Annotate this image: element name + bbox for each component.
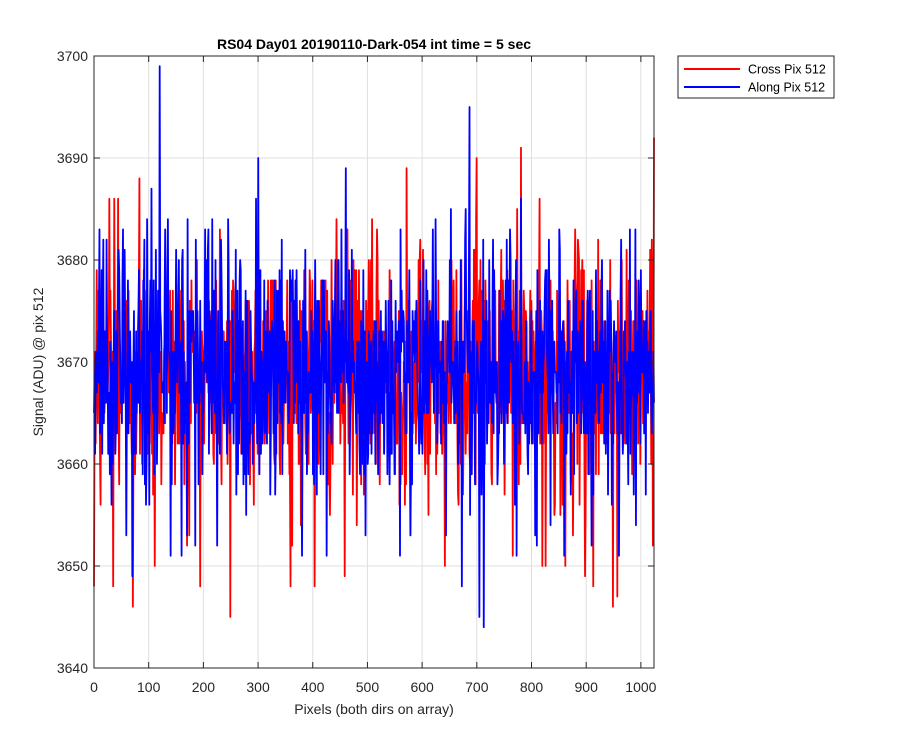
x-tick-label: 600 <box>410 679 434 695</box>
x-tick-label: 900 <box>575 679 599 695</box>
legend-box <box>677 55 835 99</box>
y-tick-label: 3640 <box>57 660 88 676</box>
legend-label-cross: Cross Pix 512 <box>748 63 826 77</box>
x-tick-label: 1000 <box>625 679 656 695</box>
y-tick-label: 3690 <box>57 150 88 166</box>
x-tick-label: 800 <box>520 679 544 695</box>
ticks <box>93 55 654 669</box>
x-tick-label: 500 <box>356 679 380 695</box>
x-axis-label: Pixels (both dirs on array) <box>294 701 454 717</box>
y-tick-label: 3660 <box>57 456 88 472</box>
x-tick-label: 0 <box>90 679 98 695</box>
y-tick-label: 3670 <box>57 354 88 370</box>
x-tick-label: 400 <box>301 679 325 695</box>
x-tick-label: 700 <box>465 679 489 695</box>
legend-label-along: Along Pix 512 <box>748 81 825 95</box>
legend: Cross Pix 512 Along Pix 512 <box>677 55 835 99</box>
x-tick-label: 200 <box>192 679 216 695</box>
x-tick-label: 300 <box>246 679 270 695</box>
y-tick-label: 3650 <box>57 558 88 574</box>
series-layer <box>93 65 655 629</box>
tick-labels: 0 100 200 300 400 500 600 700 800 900 1000 3640 3650… <box>57 48 657 695</box>
series-line-along <box>93 65 655 629</box>
x-tick-label: 100 <box>137 679 161 695</box>
y-axis-label: Signal (ADU) @ pix 512 <box>30 287 46 436</box>
y-tick-label: 3700 <box>57 48 88 64</box>
y-tick-label: 3680 <box>57 252 88 268</box>
chart-title: RS04 Day01 20190110-Dark-054 int time = … <box>217 36 531 52</box>
